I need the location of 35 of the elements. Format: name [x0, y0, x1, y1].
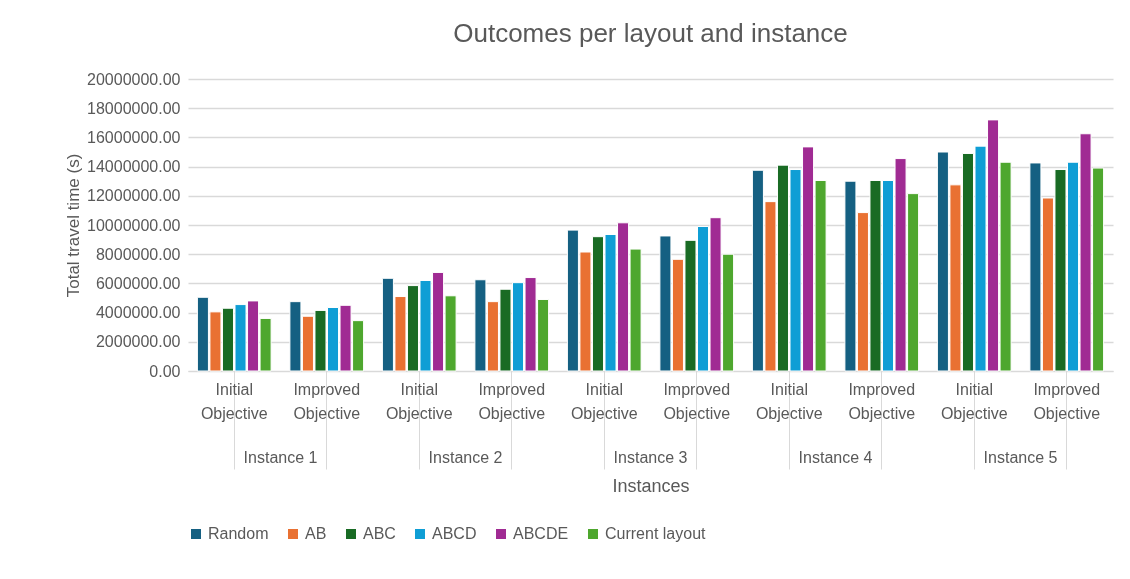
x-tick-label: Improved Objective — [293, 380, 361, 422]
text: Instance 3 — [613, 449, 688, 466]
y-tick-label: 6000000.00 — [95, 274, 181, 292]
y-tick-label: 12000000.00 — [87, 187, 181, 205]
y-tick-label: 18000000.00 — [87, 99, 181, 117]
legend-label: ABCD — [432, 525, 477, 542]
y-tick-label: 0.00 — [149, 362, 181, 380]
x-axis-title: Instances — [612, 476, 690, 496]
x-tick-label: Initial Objective — [755, 380, 823, 422]
x-tick-label: Improved Objective — [848, 380, 916, 422]
x-tick-label: Improved Objective — [663, 380, 731, 422]
y-axis-title: Total travel time (s) — [64, 153, 84, 298]
y-tick-label: 16000000.00 — [87, 128, 181, 146]
chart-title: Outcomes per layout and instance — [453, 18, 848, 48]
y-tick-label: 14000000.00 — [87, 158, 181, 176]
x-tick-label: Improved Objective — [1033, 380, 1101, 422]
text: Instance 2 — [428, 449, 503, 466]
y-tick-label: 4000000.00 — [95, 304, 181, 322]
text: Instance 1 — [243, 449, 318, 466]
legend-label: AB — [305, 525, 327, 542]
text: Instance 5 — [983, 449, 1058, 466]
x-tick-label: Initial Objective — [940, 380, 1008, 422]
y-tick-label: 8000000.00 — [95, 245, 181, 263]
x-tick-label: Initial Objective — [385, 380, 453, 422]
legend-label: Random — [208, 525, 269, 542]
x-tick-label: Initial Objective — [570, 380, 638, 422]
x-tick-label: Improved Objective — [478, 380, 546, 422]
legend-label: ABC — [363, 525, 396, 542]
legend-label: ABCDE — [513, 525, 569, 542]
y-tick-label: 20000000.00 — [87, 70, 181, 88]
y-tick-label: 2000000.00 — [95, 333, 181, 351]
legend-label: Current layout — [605, 525, 707, 542]
text: Instance 4 — [798, 449, 873, 466]
y-tick-label: 10000000.00 — [87, 216, 181, 234]
x-tick-label: Initial Objective — [200, 380, 268, 422]
